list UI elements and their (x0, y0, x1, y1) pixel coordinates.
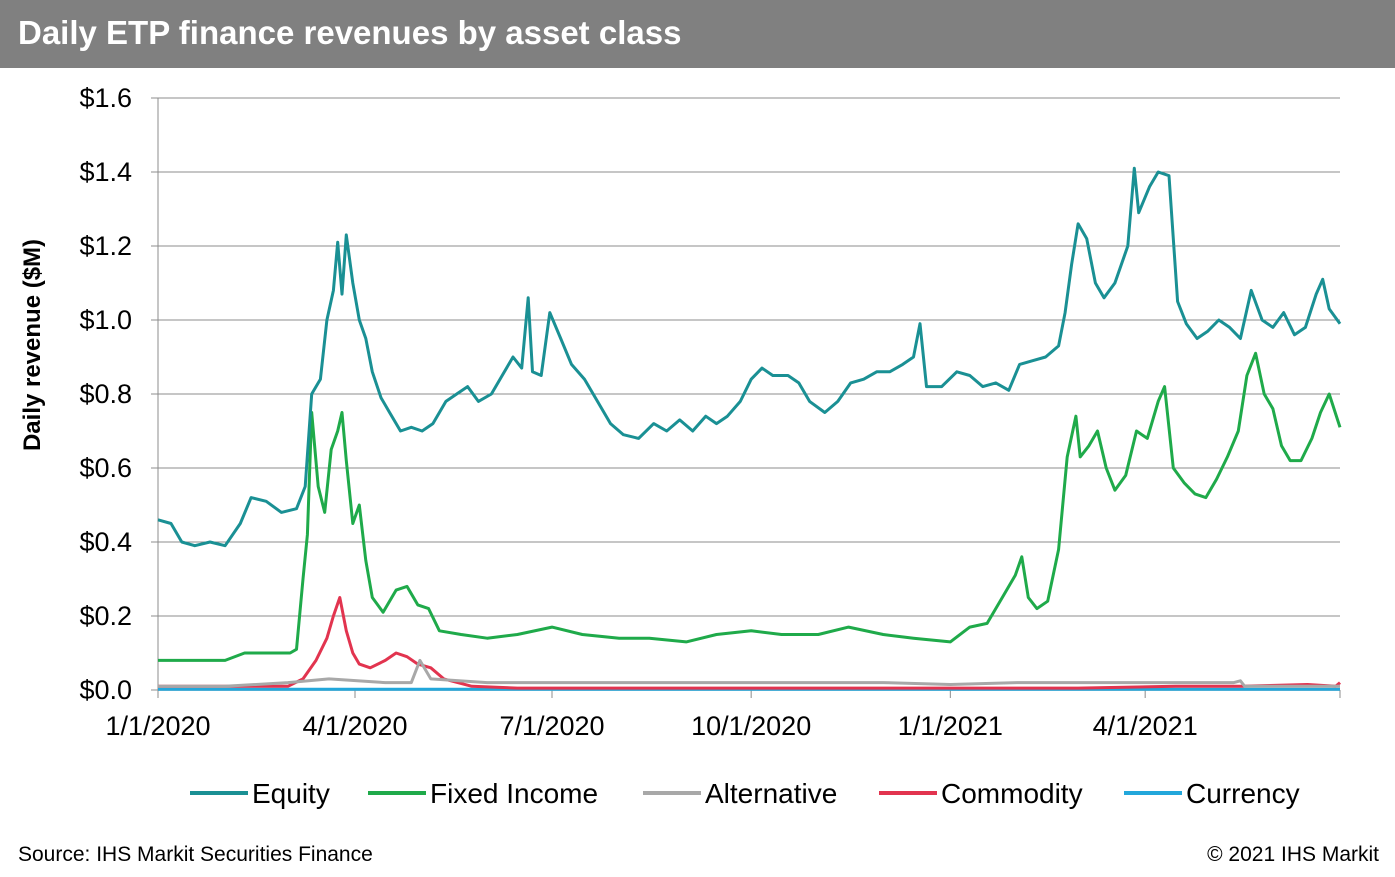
x-tick-label: 4/1/2021 (1093, 711, 1198, 741)
y-tick-label: $1.4 (79, 157, 132, 187)
legend: Equity Fixed Income Alternative Commodity Cu… (190, 778, 1300, 809)
legend-label: Currency (1186, 778, 1300, 809)
x-tick-labels: 1/1/2020 4/1/2020 7/1/2020 10/1/2020 1/1/202… (105, 711, 1197, 741)
title-bar: Daily ETP finance revenues by asset clas… (0, 0, 1395, 68)
legend-item-equity: Equity (190, 778, 330, 809)
y-tick-label: $0.0 (79, 675, 132, 705)
x-tick-label: 7/1/2020 (499, 711, 604, 741)
y-tick-label: $0.6 (79, 453, 132, 483)
y-tick-label: $1.6 (79, 83, 132, 113)
y-tick-label: $1.0 (79, 305, 132, 335)
series-line-equity (157, 166, 1342, 548)
legend-item-alternative: Alternative (643, 778, 837, 809)
series-lines (157, 166, 1342, 691)
legend-item-currency: Currency (1124, 778, 1300, 809)
x-tick-label: 4/1/2020 (302, 711, 407, 741)
series-line-commodity (158, 596, 1341, 690)
y-axis-label: Daily revenue ($M) (19, 239, 46, 451)
grid-lines (158, 97, 1340, 617)
series-line-alternative (158, 658, 1340, 688)
legend-label: Alternative (705, 778, 837, 809)
copyright-note: © 2021 IHS Markit (1207, 843, 1379, 866)
legend-label: Fixed Income (430, 778, 598, 809)
y-tick-label: $1.2 (79, 231, 132, 261)
legend-item-commodity: Commodity (879, 778, 1083, 809)
legend-label: Equity (252, 778, 330, 809)
chart-title: Daily ETP finance revenues by asset clas… (18, 14, 682, 51)
y-tick-labels: $0.0 $0.2 $0.4 $0.6 $0.8 $1.0 $1.2 $1.4 $1.6 (79, 83, 132, 705)
legend-item-fixed-income: Fixed Income (368, 778, 598, 809)
series-line-fixed-income (158, 351, 1342, 662)
source-note: Source: IHS Markit Securities Finance (18, 843, 373, 866)
y-tick-label: $0.4 (79, 527, 132, 557)
legend-label: Commodity (941, 778, 1083, 809)
y-tick-label: $0.2 (79, 601, 132, 631)
axes (151, 97, 1341, 698)
x-tick-label: 1/1/2021 (898, 711, 1003, 741)
x-tick-label: 1/1/2020 (105, 711, 210, 741)
x-tick-label: 10/1/2020 (691, 711, 811, 741)
y-tick-label: $0.8 (79, 379, 132, 409)
